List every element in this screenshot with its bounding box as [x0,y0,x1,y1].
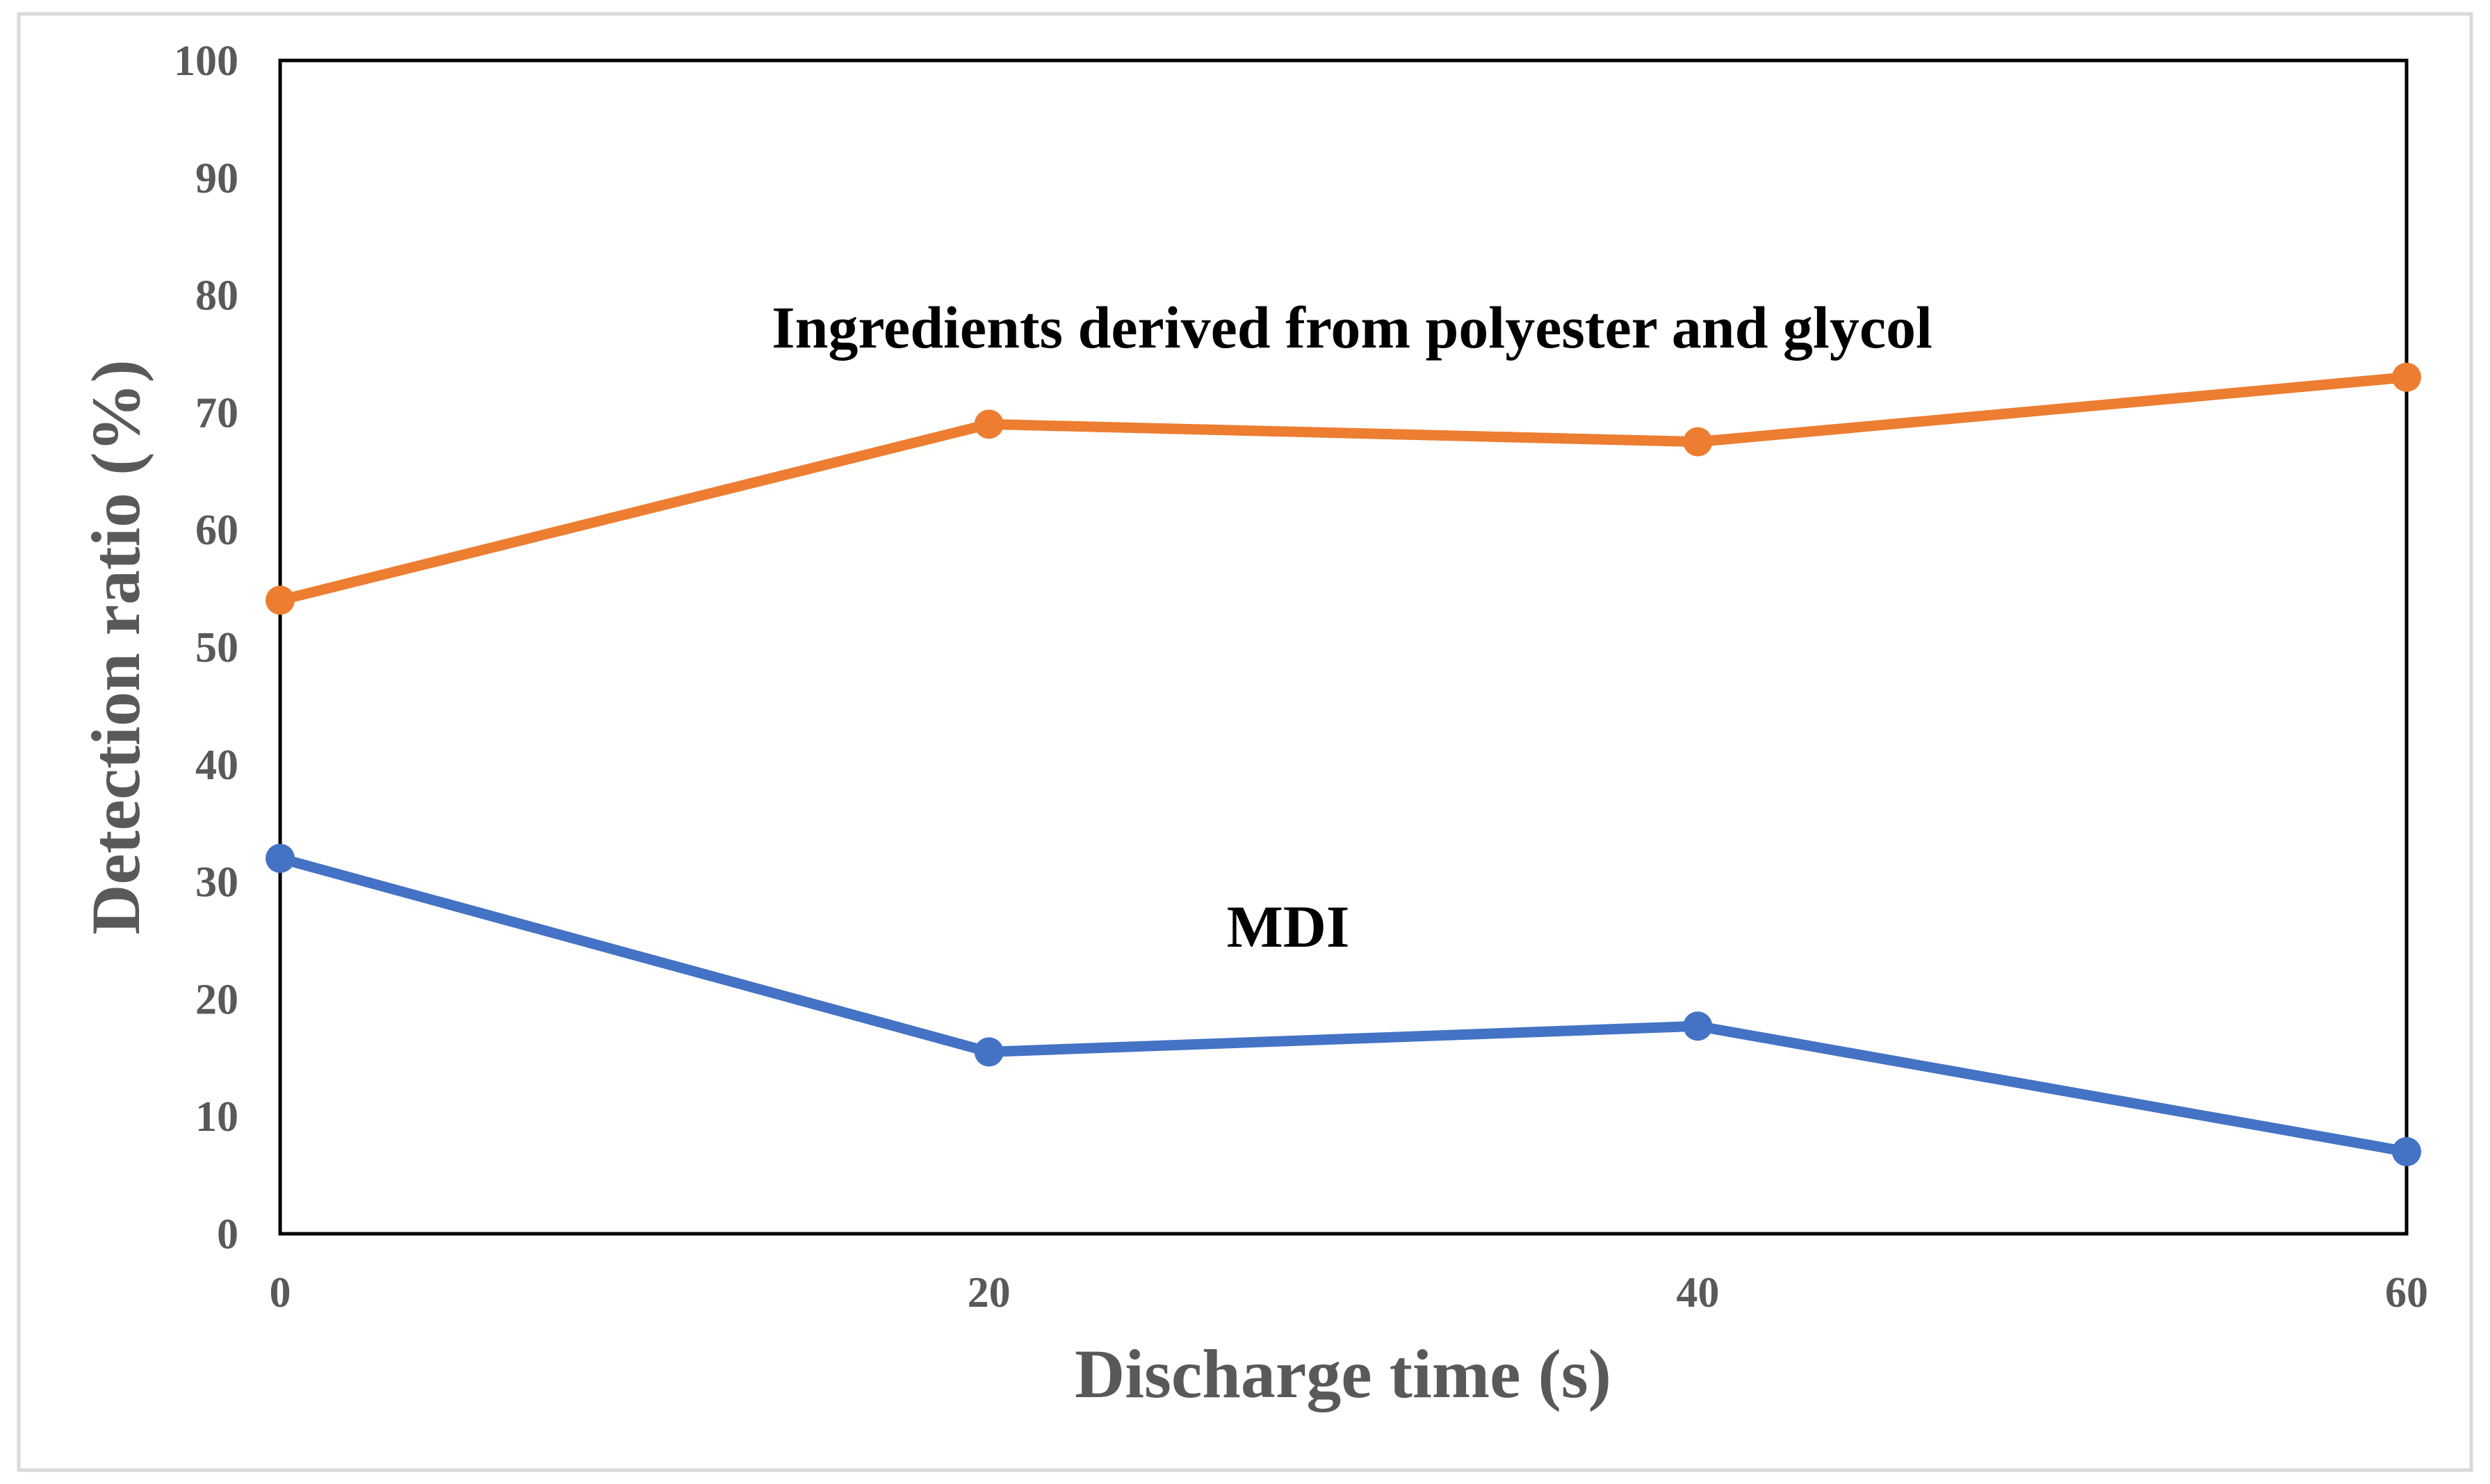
data-point [1683,427,1713,457]
y-tick-label: 70 [195,389,238,437]
series-line [275,372,2412,605]
y-tick-label: 100 [174,38,238,85]
x-tick-label: 60 [2385,1269,2428,1316]
data-point [1683,1011,1713,1041]
data-point [266,585,295,615]
series-layer [266,362,2421,1166]
data-point [974,409,1004,439]
y-tick-label: 0 [217,1211,238,1258]
series-1 [266,843,2421,1166]
y-axis-ticks: 0 10 20 30 40 50 60 70 80 90 100 [174,38,238,1258]
y-tick-label: 10 [195,1093,238,1141]
y-tick-label: 30 [195,859,238,906]
x-tick-label: 20 [968,1269,1011,1316]
x-axis-ticks: 0 20 40 60 [270,1269,2429,1316]
y-tick-label: 60 [195,507,238,554]
y-tick-label: 20 [195,976,238,1023]
y-tick-label: 90 [195,155,238,202]
x-axis-title: Discharge time (s) [1075,1335,1611,1412]
data-point [2392,1136,2421,1166]
y-axis-title: Detection ratio (%) [77,359,154,934]
series-0 [266,362,2421,615]
data-point [2392,362,2421,392]
y-tick-label: 40 [195,742,238,789]
data-point [266,843,295,873]
series-line [275,853,2412,1157]
x-tick-label: 0 [270,1269,291,1316]
annotation-polyester-glycol: Ingredients derived from polyester and g… [772,294,1932,361]
x-tick-label: 40 [1676,1269,1719,1316]
y-tick-label: 80 [195,272,238,320]
y-tick-label: 50 [195,624,238,671]
annotation-mdi: MDI [1227,893,1350,960]
plot-area [278,58,2409,1236]
data-point [974,1037,1004,1067]
